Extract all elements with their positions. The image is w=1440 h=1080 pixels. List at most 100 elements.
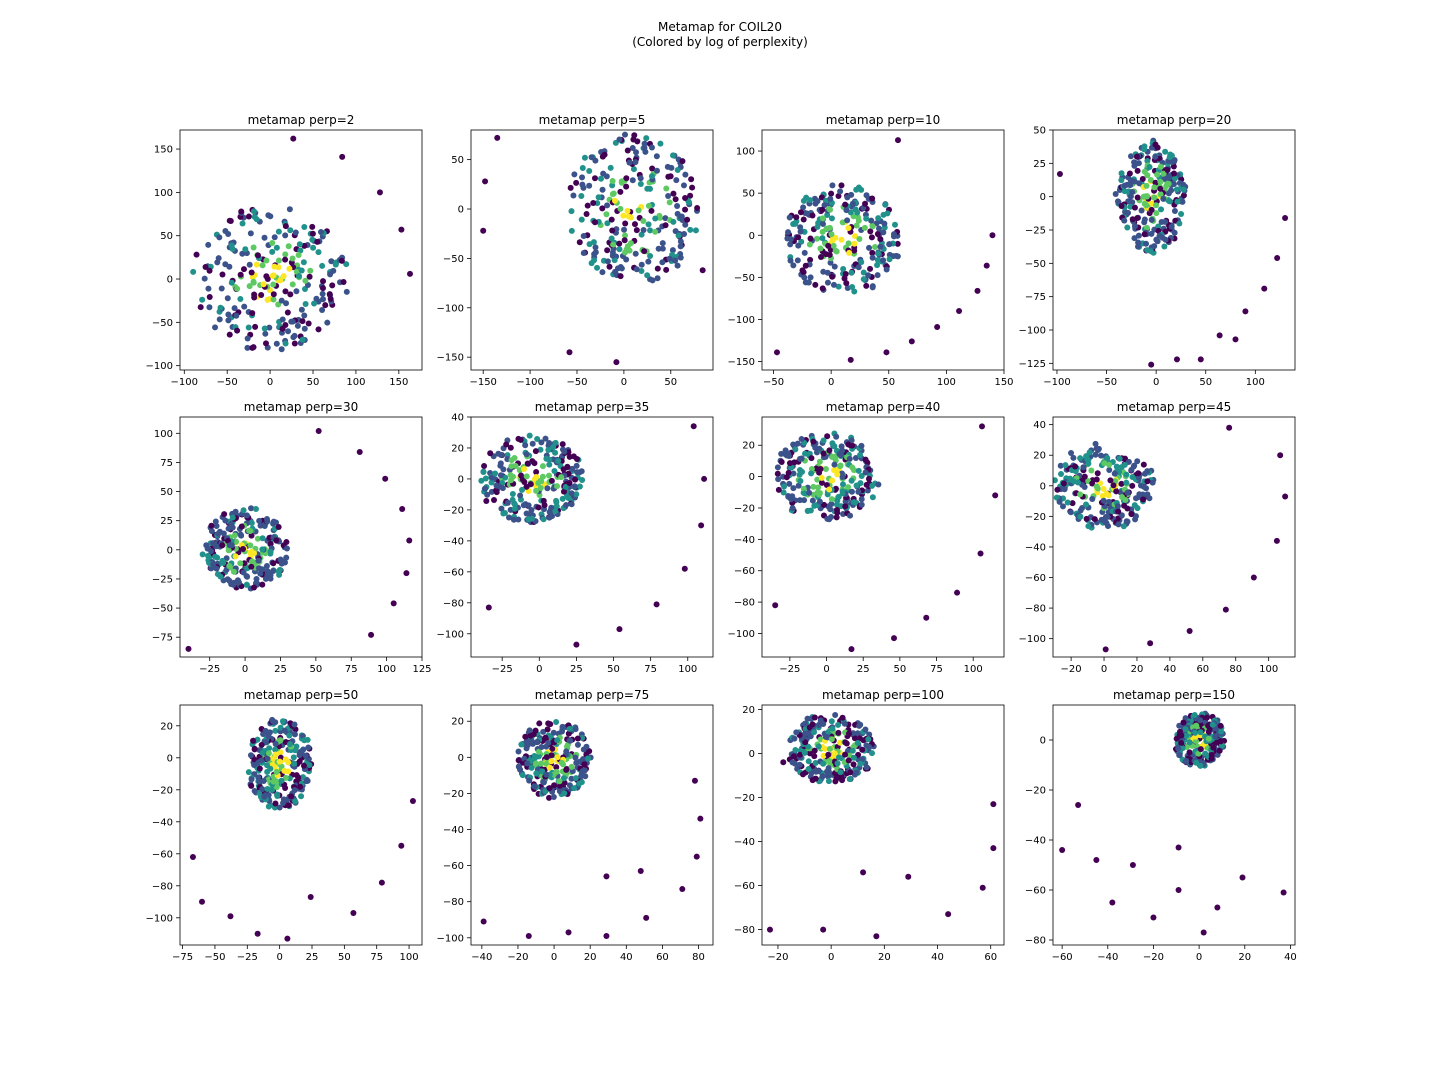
data-point [278,777,285,784]
data-point [682,195,689,202]
data-point [624,147,631,154]
x-tick-label: 100 [678,664,697,675]
data-point [278,763,285,770]
data-point [838,182,845,189]
outlier-point [482,178,489,185]
data-point [1092,451,1099,458]
data-point [322,302,329,309]
data-point [1180,719,1187,726]
data-point [520,502,527,509]
data-point [280,273,287,280]
outlier-point [1277,452,1284,459]
data-point [493,482,500,489]
data-point [824,269,831,276]
data-point [1147,177,1154,184]
data-point [862,469,869,476]
x-tick-label: −100 [171,377,198,388]
data-point [531,783,538,790]
data-point [817,253,824,260]
data-point [560,488,567,495]
data-point [620,212,627,219]
data-point [203,542,210,549]
y-tick-label: −50 [734,273,755,284]
data-point [270,520,277,527]
data-point [218,285,225,292]
data-point [302,300,309,307]
data-point [241,303,248,310]
data-point [641,248,648,255]
data-point [248,548,255,555]
data-point [483,498,490,505]
data-point [208,548,215,555]
data-point [824,212,831,219]
data-point [863,481,870,488]
data-point [1197,746,1204,753]
data-point [222,227,229,234]
data-point [568,501,575,508]
data-point [618,178,625,185]
data-point [205,241,212,248]
data-point [1210,744,1217,751]
y-tick-label: 100 [154,188,173,199]
data-point [685,199,692,206]
data-point [599,205,606,212]
data-point [828,231,835,238]
data-point [495,450,502,457]
data-point [1197,729,1204,736]
data-point [536,720,543,727]
data-point [834,760,841,767]
data-point [568,208,575,215]
data-point [643,135,650,142]
data-point [1151,184,1158,191]
x-tick-label: 40 [620,952,633,963]
data-point [638,231,645,238]
y-tick-label: 0 [749,472,755,483]
data-point [199,296,206,303]
data-point [868,750,875,757]
outlier-point [1232,336,1239,343]
data-point [1111,470,1118,477]
data-point [845,757,852,764]
data-point [267,548,274,555]
data-point [1134,458,1141,465]
data-point [1121,461,1128,468]
data-point [276,758,283,765]
data-point [848,269,855,276]
data-point [869,284,876,291]
data-point [585,755,592,762]
data-point [648,173,655,180]
data-point [240,569,247,576]
data-point [674,166,681,173]
data-point [264,518,271,525]
data-point [511,505,518,512]
outlier-point [992,492,999,499]
data-point [280,800,287,807]
data-point [884,210,891,217]
data-point [566,782,573,789]
data-point [208,522,215,529]
data-point [250,344,257,351]
data-point [1110,482,1117,489]
data-point [847,512,854,519]
data-point [282,340,289,347]
data-point [853,222,860,229]
data-point [537,446,544,453]
data-point [653,153,660,160]
data-point [550,729,557,736]
x-tick-label: 50 [893,664,906,675]
outlier-point [1093,857,1100,863]
data-point [518,741,525,748]
subplot-10: metamap perp=75 −40 −20 0 20 40 60 80 −100 −80 −60… [437,688,714,963]
data-point [251,745,258,752]
data-point [282,288,289,295]
data-point [522,733,529,740]
data-point [330,267,337,274]
data-point [306,273,313,280]
data-point [819,206,826,213]
data-point [835,721,842,728]
data-point [631,132,638,139]
data-point [836,739,843,746]
data-point [786,460,793,467]
data-point [1213,739,1220,746]
x-tick-label: −50 [204,952,225,963]
